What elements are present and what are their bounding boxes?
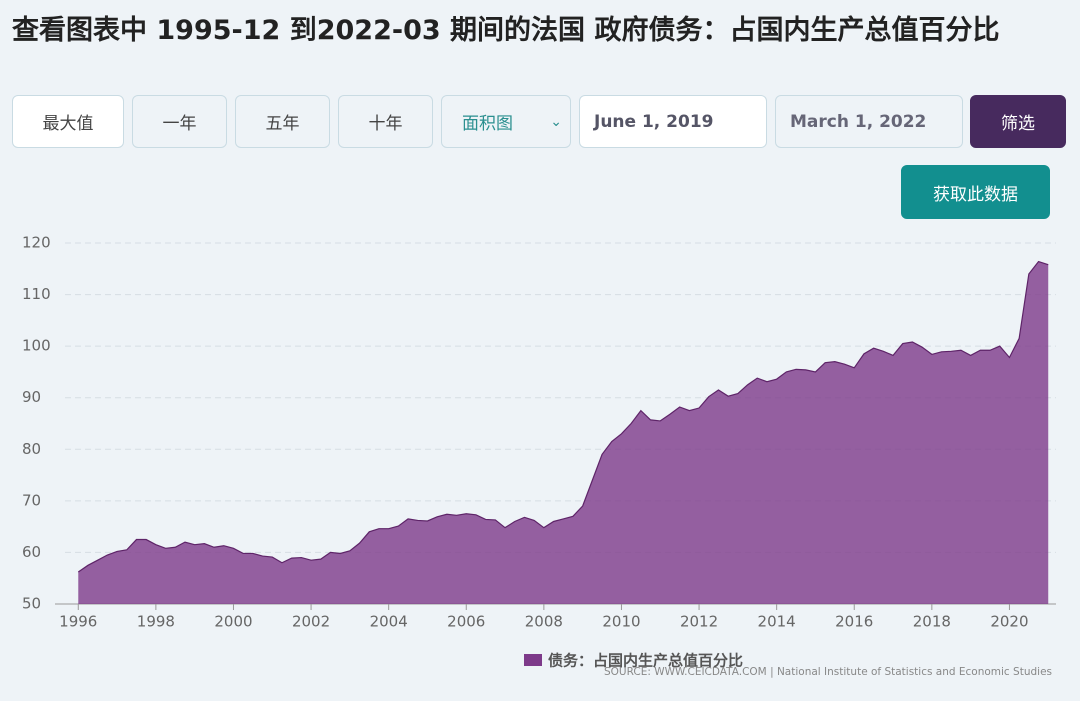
y-tick-label: 80: [22, 440, 41, 458]
get-data-button[interactable]: 获取此数据: [901, 165, 1050, 219]
chevron: ⌄: [550, 113, 562, 130]
x-tick-label: 2006: [447, 613, 485, 631]
x-tick-label: 2008: [525, 613, 563, 631]
x-tick-label: 2010: [602, 613, 640, 631]
legend-swatch: [524, 654, 542, 666]
x-tick-label: 2014: [758, 613, 796, 631]
filter-button[interactable]: 筛选: [970, 95, 1066, 148]
y-tick-label: 120: [22, 234, 51, 252]
x-tick-label: 2000: [214, 613, 252, 631]
legend-label: 债务：占国内生产总值百分比: [548, 652, 743, 670]
x-tick-label: 2018: [913, 613, 951, 631]
line: [77, 260, 1049, 573]
x-tick-label: 1996: [59, 613, 97, 631]
x-tick-label: 2002: [292, 613, 330, 631]
source: SOURCE: WWW.CEICDATA.COM | National Inst…: [604, 666, 1052, 678]
y-tick-label: 90: [22, 388, 41, 406]
range-button[interactable]: 最大值: [12, 95, 124, 148]
y-tick-label: 100: [22, 337, 51, 355]
end-date[interactable]: March 1, 2022: [775, 95, 963, 148]
y-tick-label: 70: [22, 491, 41, 509]
start-date[interactable]: June 1, 2019: [579, 95, 767, 148]
range-button[interactable]: 五年: [235, 95, 330, 148]
chart-type-select[interactable]: 面积图 ⌄: [441, 95, 571, 148]
range-button[interactable]: 十年: [338, 95, 433, 148]
y-tick-label: 110: [22, 285, 51, 303]
range-button[interactable]: 一年: [132, 95, 227, 148]
x-tick-label: 1998: [137, 613, 175, 631]
select-value: 面积图: [462, 114, 513, 134]
y-tick-label: 50: [22, 595, 41, 613]
x-tick-label: 2016: [835, 613, 873, 631]
page-title: 查看图表中 1995-12 到2022-03 期间的法国 政府债务：占国内生产总…: [12, 15, 1000, 46]
x-tick-label: 2012: [680, 613, 718, 631]
y-tick-label: 60: [22, 543, 41, 561]
area: [78, 261, 1049, 604]
x-tick-label: 2020: [990, 613, 1028, 631]
x-tick-label: 2004: [370, 613, 408, 631]
